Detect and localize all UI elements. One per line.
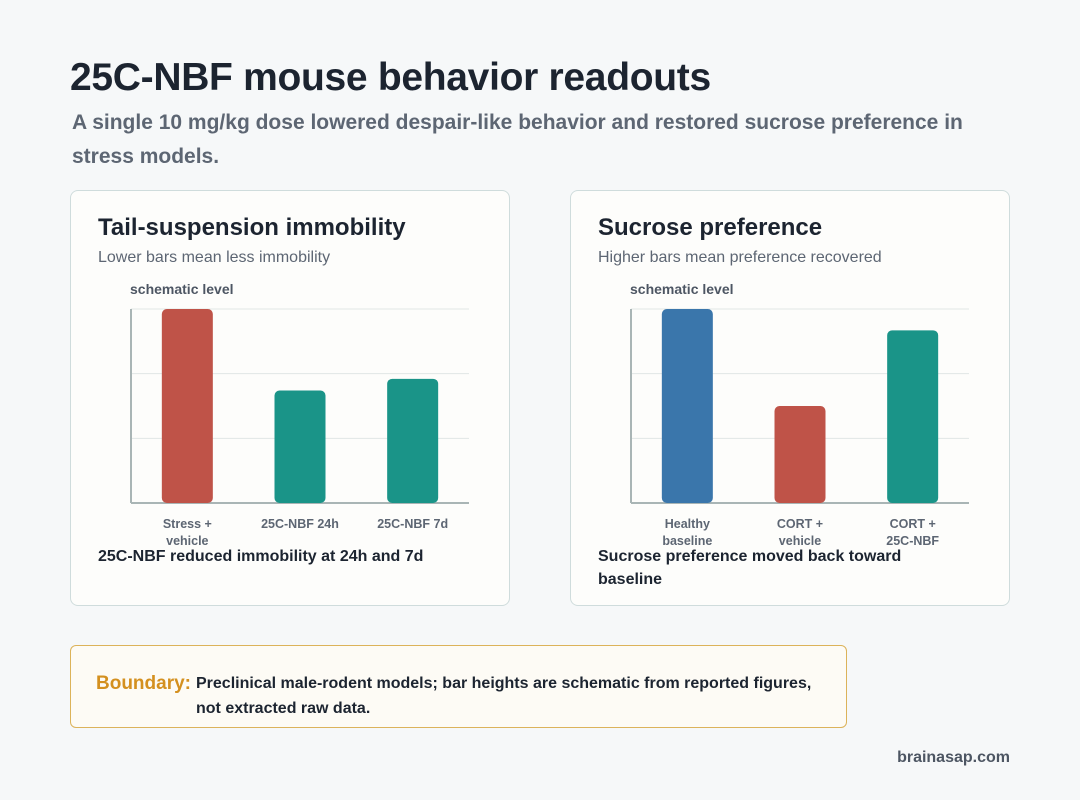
bar-chart-sucrose: Healthy baseline CORT + vehicle CORT +25C-NB… xyxy=(630,308,969,548)
boundary-label: Boundary: xyxy=(96,673,191,694)
bar xyxy=(161,309,213,503)
page-title: 25C-NBF mouse behavior readouts xyxy=(70,56,711,99)
x-tick-label: Healthy baseline xyxy=(662,517,712,548)
bar-chart-immobility: Stress + vehicle 25C-NBF 24h 25C-NBF 7d xyxy=(130,308,469,548)
bar xyxy=(887,330,939,503)
x-tick-label: Stress + vehicle xyxy=(163,517,212,548)
boundary-note: Boundary: Preclinical male-rodent models… xyxy=(70,645,847,728)
footer-credit: brainasap.com xyxy=(897,749,1010,766)
y-axis-label: schematic level xyxy=(630,281,734,297)
x-tick-label: CORT + vehicle xyxy=(777,517,823,548)
card-title: Tail-suspension immobility xyxy=(98,214,406,241)
card-takeaway: 25C-NBF reduced immobility at 24h and 7d xyxy=(98,548,424,565)
x-tick-label: CORT +25C-NBF xyxy=(886,517,939,548)
card-takeaway: Sucrose preference moved back toward bas… xyxy=(598,548,902,588)
boundary-text: Preclinical male-rodent models; bar heig… xyxy=(196,675,812,717)
y-axis-label: schematic level xyxy=(130,281,234,297)
bar xyxy=(274,390,326,503)
chart-card-sucrose: Sucrose preference Higher bars mean pref… xyxy=(570,190,1010,606)
card-subtitle: Higher bars mean preference recovered xyxy=(598,249,882,266)
card-subtitle: Lower bars mean less immobility xyxy=(98,249,331,266)
chart-card-immobility: Tail-suspension immobility Lower bars me… xyxy=(70,190,510,606)
x-tick-label: 25C-NBF 24h xyxy=(261,517,339,531)
bar xyxy=(387,378,439,503)
bar xyxy=(774,406,826,503)
page-subtitle: A single 10 mg/kg dose lowered despair-l… xyxy=(72,111,963,168)
x-tick-label: 25C-NBF 7d xyxy=(377,517,448,531)
bar xyxy=(661,309,713,503)
card-title: Sucrose preference xyxy=(598,214,823,241)
